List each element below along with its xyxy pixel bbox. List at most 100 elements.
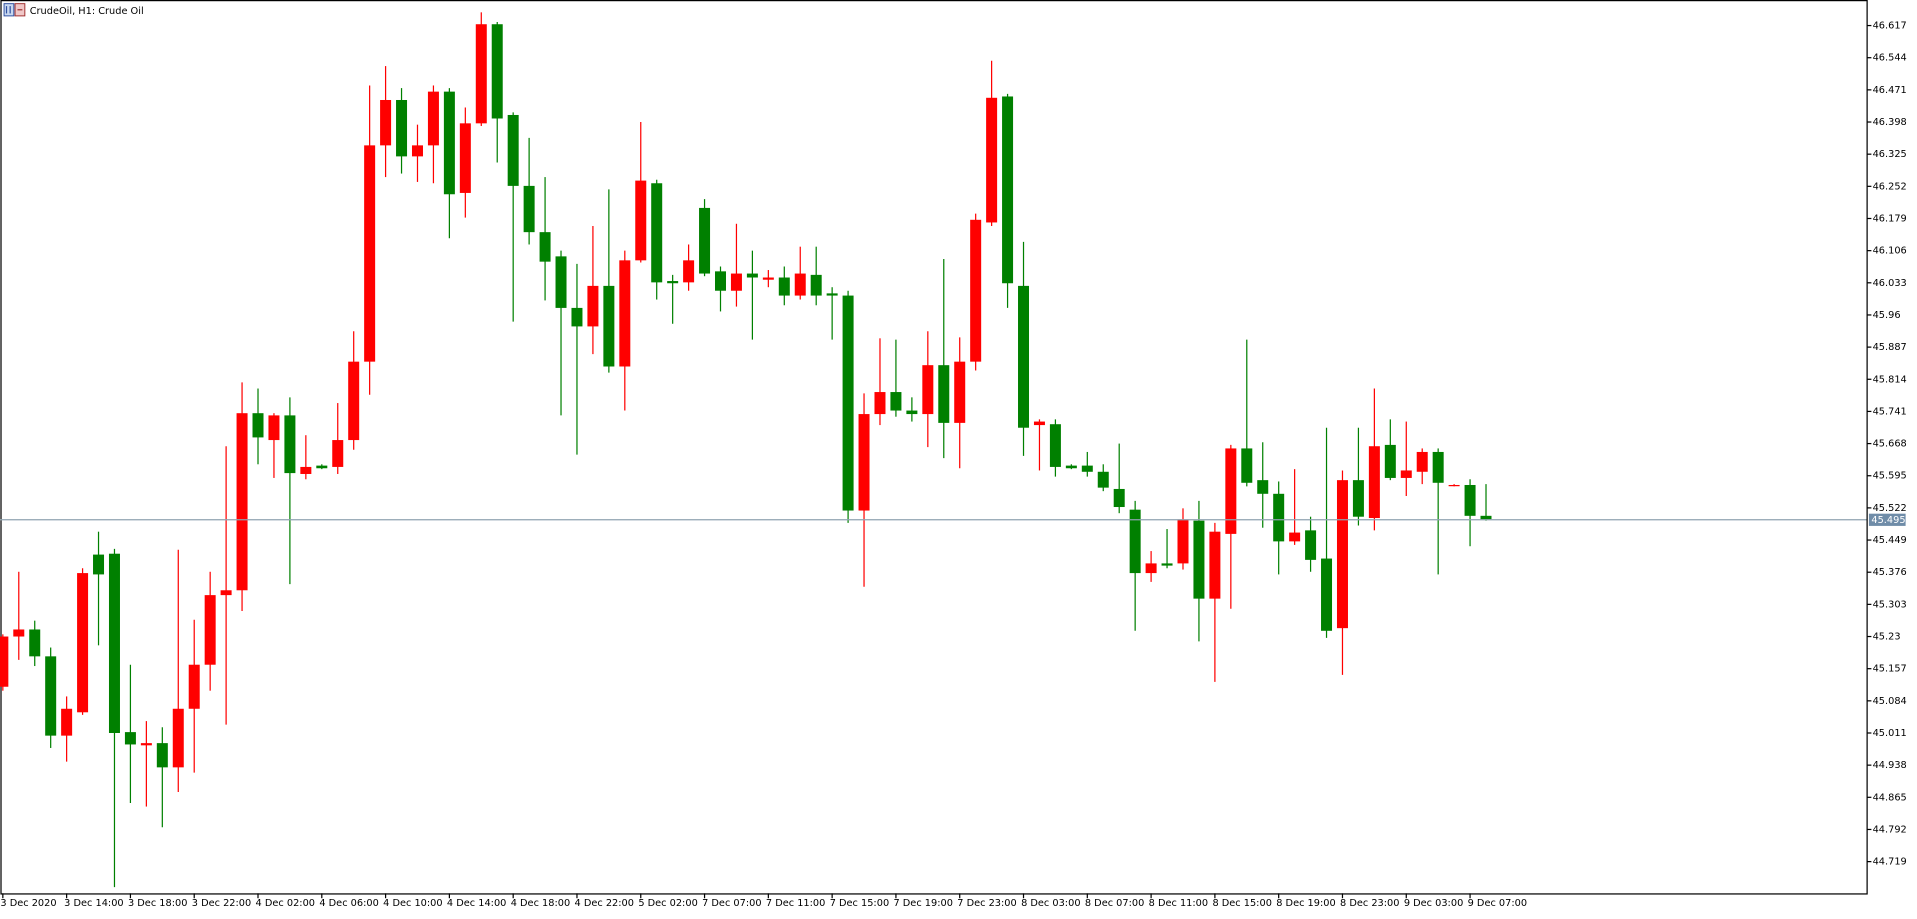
x-tick-label: 5 Dec 02:00 [638,898,697,909]
candle-body [1448,484,1460,487]
candle-body [108,553,120,733]
y-tick-label: 45.96 [1873,310,1901,321]
y-tick-label: 46.033 [1873,278,1907,289]
candle-body [810,274,822,296]
candle-body [922,365,934,415]
x-tick-label: 3 Dec 18:00 [128,898,187,909]
candle-body [523,185,535,233]
candle-body [220,590,232,596]
candle-body [954,361,966,423]
candle-body [1129,509,1141,574]
candle-body [1289,532,1301,542]
candle-body [1464,484,1476,516]
candle-body [778,277,790,296]
candle-body [1273,493,1285,542]
candle-body [1193,520,1205,599]
y-tick-label: 46.398 [1873,117,1907,128]
candle-body [332,440,344,467]
candle-body [1081,465,1093,472]
candle-body [1145,563,1157,574]
symbol-icon [3,3,26,17]
x-tick-label: 7 Dec 07:00 [702,898,761,909]
y-tick-label: 46.106 [1873,246,1907,257]
candle-body [1161,563,1173,566]
candle-body [1097,471,1109,488]
x-tick-label: 8 Dec 19:00 [1276,898,1335,909]
chart-title: CrudeOil, H1: Crude Oil [30,6,144,17]
candle-body [730,273,742,291]
y-tick-label: 45.084 [1873,696,1907,707]
y-tick-label: 45.595 [1873,471,1907,482]
y-tick-label: 46.544 [1873,53,1907,64]
candle-body [45,656,57,736]
x-tick-label: 7 Dec 15:00 [830,898,889,909]
candle-body [794,273,806,296]
x-tick-label: 8 Dec 11:00 [1149,898,1208,909]
y-tick-label: 45.741 [1873,406,1907,417]
x-tick-label: 4 Dec 18:00 [511,898,570,909]
candle-body [124,732,136,745]
candle-body [188,664,200,709]
candle-body [93,554,105,575]
x-tick-label: 3 Dec 14:00 [64,898,123,909]
candle-body [1225,448,1237,534]
candle-body [236,413,248,591]
candle-body [715,271,727,291]
candle-body [61,708,73,736]
candle-body [858,414,870,511]
y-tick-label: 45.303 [1873,599,1907,610]
x-tick-label: 4 Dec 02:00 [256,898,315,909]
candle-body [475,24,487,124]
y-tick-label: 45.887 [1873,342,1907,353]
candle-body [380,99,392,146]
x-tick-label: 7 Dec 19:00 [893,898,952,909]
candle-body [667,281,679,284]
x-tick-label: 4 Dec 22:00 [575,898,634,909]
candle-body [0,636,9,687]
y-tick-label: 46.325 [1873,149,1907,160]
candle-body [411,145,423,157]
candle-body [699,207,711,274]
candle-body [906,410,918,415]
x-tick-label: 9 Dec 03:00 [1404,898,1463,909]
candle-body [443,91,455,195]
candle-body [1480,515,1492,520]
x-tick-label: 3 Dec 22:00 [192,898,251,909]
candle-body [842,295,854,511]
candle-body [1065,465,1077,469]
last-price-box [1868,513,1906,526]
x-tick-label: 4 Dec 06:00 [319,898,378,909]
candle-body [252,413,264,438]
candle-body [284,415,296,474]
y-tick-label: 45.668 [1873,439,1907,450]
candle-body [683,260,695,283]
y-tick-label: 44.865 [1873,792,1907,803]
plot-frame [0,0,1868,895]
candle-body [1432,451,1444,483]
candle-body [571,307,583,327]
candle-body [300,466,312,474]
x-tick-label: 3 Dec 2020 [0,898,56,909]
candle-body [77,573,89,713]
x-tick-label: 8 Dec 23:00 [1340,898,1399,909]
y-tick-label: 46.179 [1873,213,1907,224]
candle-body [1177,519,1189,564]
candle-body [1321,558,1333,631]
y-tick-label: 45.376 [1873,567,1907,578]
x-tick-label: 8 Dec 03:00 [1021,898,1080,909]
candle-body [1209,531,1221,599]
candle-body [316,465,328,469]
y-tick-label: 46.471 [1873,85,1907,96]
candle-body [1018,285,1030,428]
y-tick-label: 45.23 [1873,632,1901,643]
candle-body [1400,470,1412,478]
candle-body [986,97,998,223]
candle-body [1113,488,1125,508]
candle-body [1384,444,1396,478]
candle-body [459,123,471,193]
candle-body [156,743,168,768]
candle-body [603,285,615,367]
candle-body [13,629,25,637]
